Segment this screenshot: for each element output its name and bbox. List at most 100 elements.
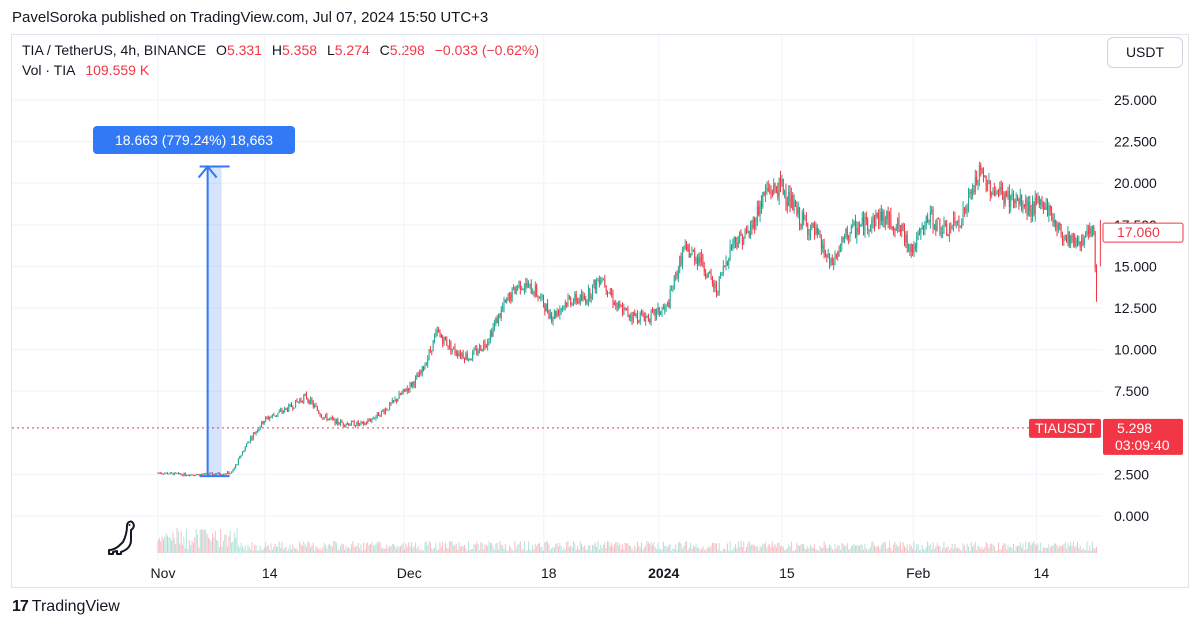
- volume-bar: [1008, 547, 1010, 553]
- candle-body: [513, 286, 515, 289]
- candle-body: [340, 421, 342, 425]
- candle-body: [778, 177, 780, 198]
- volume-bar: [630, 546, 632, 553]
- volume-bar: [729, 541, 731, 553]
- volume-bar: [860, 543, 862, 553]
- candle-body: [179, 472, 181, 475]
- candle-body: [1057, 223, 1059, 230]
- volume-bar: [528, 541, 529, 553]
- candle-body: [801, 212, 803, 227]
- candle-body: [197, 474, 198, 476]
- volume-bar: [751, 543, 753, 553]
- candle-body: [173, 472, 175, 475]
- candle-body: [687, 245, 689, 249]
- candle-body: [780, 177, 781, 186]
- candle-body: [566, 302, 568, 306]
- candle-body: [408, 388, 410, 391]
- volume-bar: [970, 542, 972, 553]
- volume-bar: [917, 544, 919, 553]
- volume-bar: [692, 545, 694, 553]
- volume-bar: [300, 543, 302, 553]
- candle-body: [741, 235, 743, 245]
- candle-body: [958, 220, 960, 227]
- volume-bar: [683, 545, 685, 553]
- volume-bar: [833, 550, 835, 553]
- candle-body: [1017, 199, 1019, 201]
- candle-body: [1071, 235, 1073, 241]
- volume-bar: [1012, 543, 1014, 553]
- volume-bar: [624, 542, 626, 553]
- candle-body: [899, 228, 901, 232]
- candle-body: [323, 416, 325, 419]
- volume-bar: [1082, 548, 1084, 553]
- volume-bar: [748, 541, 750, 553]
- candle-body: [635, 314, 637, 316]
- candle-body: [522, 289, 524, 291]
- candle-body: [390, 403, 392, 405]
- volume-bar: [405, 543, 407, 553]
- candle-body: [541, 295, 543, 297]
- candle-body: [431, 350, 433, 352]
- candle-body: [413, 381, 415, 386]
- volume-bar: [498, 549, 500, 553]
- countdown-badge: 03:09:40: [1115, 437, 1170, 453]
- volume-bar: [897, 546, 899, 553]
- volume-bar: [231, 542, 233, 553]
- volume-bar: [1033, 541, 1035, 553]
- volume-label[interactable]: Vol · TIA: [22, 62, 76, 78]
- candle-body: [1086, 229, 1088, 233]
- volume-bar: [529, 549, 531, 553]
- volume-bar: [386, 544, 388, 553]
- volume-bar: [600, 544, 602, 553]
- candle-body: [710, 271, 712, 277]
- volume-bar: [182, 544, 183, 553]
- candle-body: [402, 389, 404, 393]
- candle-body: [913, 247, 915, 254]
- y-tick-label: 15.000: [1114, 258, 1157, 274]
- candle-body: [165, 472, 167, 474]
- candle-body: [280, 410, 282, 412]
- volume-bar: [382, 548, 384, 553]
- volume-bar: [425, 541, 427, 553]
- volume-bar: [235, 537, 237, 553]
- volume-bar: [349, 548, 351, 553]
- volume-bar: [229, 530, 231, 553]
- candle-body: [793, 201, 795, 210]
- candle-body: [164, 473, 166, 475]
- candle-body: [326, 414, 328, 421]
- volume-bar: [286, 550, 288, 553]
- volume-bar: [220, 529, 222, 553]
- volume-bar: [963, 545, 965, 553]
- candle-body: [217, 472, 219, 475]
- candle-body: [597, 280, 599, 282]
- candle-body: [175, 472, 177, 474]
- candle-body: [722, 265, 724, 274]
- currency-button[interactable]: USDT: [1107, 37, 1183, 68]
- volume-bar: [1094, 548, 1096, 553]
- candle-body: [577, 300, 579, 303]
- footer-brand[interactable]: 17 TradingView: [12, 598, 120, 616]
- candle-body: [996, 191, 998, 194]
- candle-body: [393, 400, 395, 402]
- dinosaur-icon[interactable]: [108, 520, 135, 555]
- candle-body: [182, 474, 183, 476]
- volume-bar: [688, 547, 690, 553]
- symbol-label[interactable]: TIA / TetherUS, 4h, BINANCE: [22, 42, 207, 58]
- volume-bar: [809, 544, 811, 553]
- candle-body: [514, 286, 516, 294]
- candle-body: [1026, 199, 1028, 215]
- candle-body: [472, 351, 474, 360]
- candle-body: [804, 219, 806, 221]
- volume-bar: [421, 550, 423, 553]
- volume-bar: [720, 550, 722, 553]
- candle-body: [237, 458, 239, 465]
- volume-bar: [641, 542, 643, 553]
- candle-body: [602, 279, 604, 281]
- open-label: O: [216, 42, 227, 58]
- candle-body: [660, 312, 662, 315]
- candle-body: [774, 183, 776, 188]
- volume-bar: [1091, 541, 1093, 553]
- volume-bar: [261, 550, 263, 553]
- volume-bar: [1041, 550, 1043, 553]
